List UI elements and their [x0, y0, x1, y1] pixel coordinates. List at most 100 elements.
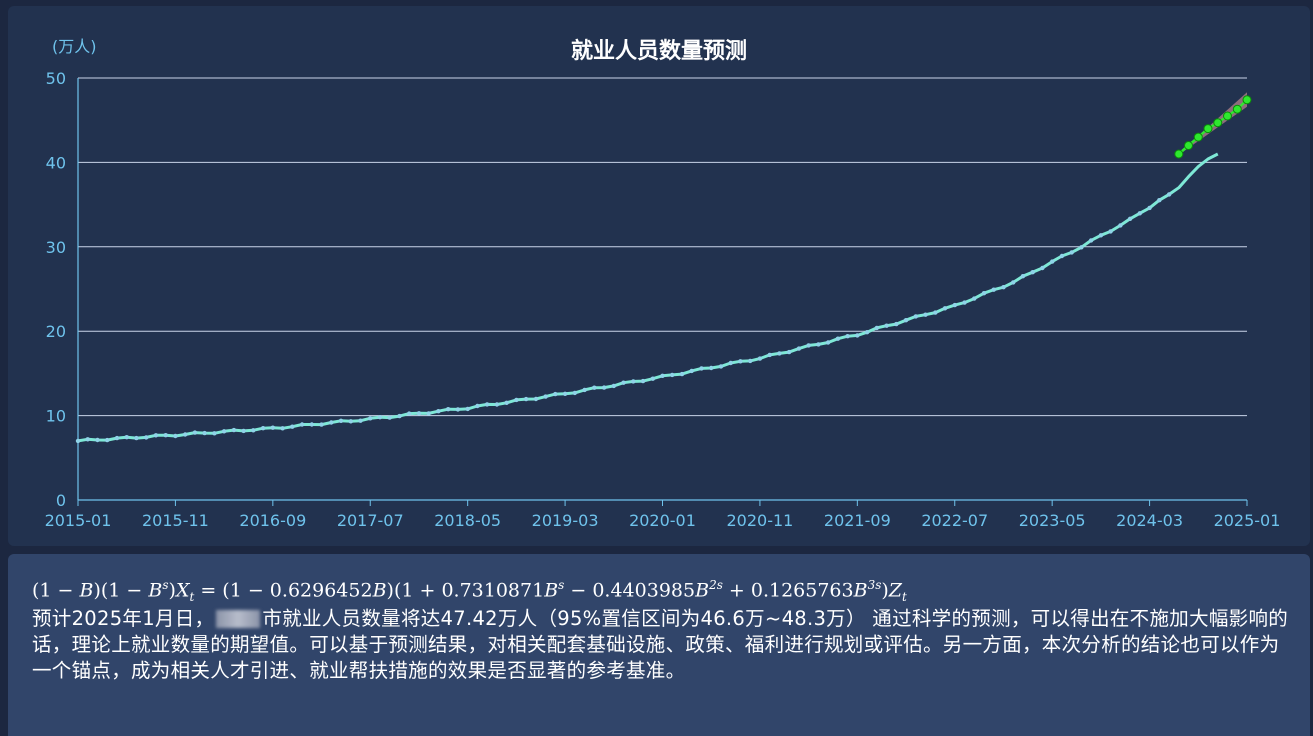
x-tick-label: 2016-09: [239, 511, 306, 530]
actual-point: [679, 371, 685, 377]
actual-point: [1088, 238, 1094, 243]
summary-panel: (1 − B)(1 − Bs)Xt = (1 − 0.6296452B)(1 +…: [8, 554, 1310, 736]
actual-point: [981, 291, 987, 296]
actual-point: [582, 387, 587, 393]
actual-point: [523, 396, 529, 402]
actual-point: [358, 418, 363, 423]
actual-point: [446, 407, 451, 412]
actual-point: [728, 360, 733, 366]
actual-point: [650, 376, 655, 381]
fitted-line: [77, 152, 1219, 443]
actual-point: [475, 403, 480, 409]
actual-point: [192, 430, 198, 435]
actual-point: [290, 424, 295, 429]
actual-point: [592, 385, 597, 390]
actual-point: [825, 340, 831, 345]
redacted-city: [216, 610, 261, 628]
x-tick-label: 2024-03: [1116, 511, 1183, 530]
actual-point: [95, 437, 100, 443]
actual-point: [913, 314, 918, 319]
actual-point: [972, 296, 977, 301]
actual-point: [514, 397, 519, 403]
actual-point: [260, 426, 266, 431]
forecast-point: [1174, 149, 1184, 159]
chart-title: 就业人员数量预测: [571, 38, 747, 64]
actual-point: [709, 365, 714, 371]
actual-point: [1137, 211, 1143, 216]
actual-point: [1108, 229, 1113, 234]
x-tick-label: 2017-07: [337, 511, 404, 530]
actual-point: [660, 373, 665, 378]
actual-point: [718, 364, 724, 369]
forecast-point: [1223, 111, 1232, 121]
actual-point: [796, 346, 802, 351]
actual-point: [105, 437, 110, 443]
x-tick-label: 2018-05: [434, 511, 501, 530]
actual-point: [543, 394, 548, 399]
actual-point: [689, 368, 694, 374]
actual-point: [1079, 245, 1084, 250]
actual-point: [426, 411, 431, 416]
actual-point: [562, 391, 568, 396]
x-tick-label: 2022-07: [921, 511, 988, 530]
actual-point: [338, 418, 344, 423]
actual-point: [767, 352, 772, 358]
actual-point: [251, 428, 256, 433]
y-axis-label: (万人): [52, 37, 97, 56]
actual-point: [640, 378, 646, 384]
actual-point: [504, 400, 509, 405]
y-tick-label: 30: [46, 238, 66, 257]
forecast-point: [1184, 141, 1193, 150]
y-tick-label: 50: [46, 69, 66, 88]
y-tick-label: 20: [46, 322, 66, 341]
actual-point: [436, 409, 441, 414]
line-chart: 就业人员数量预测 (万人) 0 10 20 30 40 50 2015-01 2015-11 201…: [45, 37, 1281, 530]
actual-point: [601, 385, 607, 390]
actual-point: [903, 318, 909, 323]
actual-point: [75, 438, 81, 444]
actual-point: [484, 402, 490, 407]
actual-point: [124, 435, 129, 440]
actual-point: [1011, 280, 1016, 285]
actual-point: [611, 383, 616, 389]
actual-point: [455, 407, 461, 412]
y-tick-label: 40: [46, 153, 66, 172]
actual-point: [221, 429, 227, 434]
actual-point: [329, 420, 334, 425]
forecast-point: [1213, 118, 1223, 128]
actual-point: [699, 366, 704, 371]
actual-point: [494, 402, 500, 407]
actual-point: [319, 422, 324, 427]
actual-point: [397, 413, 402, 419]
x-tick-label: 2019-03: [532, 511, 599, 530]
actual-point: [991, 287, 996, 292]
actual-point: [553, 391, 558, 397]
actual-point: [407, 411, 412, 416]
actual-point: [348, 419, 353, 424]
actual-point: [1020, 274, 1026, 279]
actual-point: [533, 396, 539, 402]
actual-point: [777, 351, 782, 356]
forecast-point: [1193, 132, 1203, 142]
x-tick-label: 2025-01: [1214, 511, 1281, 530]
x-tick-label: 2021-09: [824, 511, 891, 530]
y-tick-label: 0: [56, 491, 66, 510]
actual-point: [962, 300, 967, 305]
actual-point: [923, 312, 928, 317]
actual-point: [114, 435, 120, 441]
actual-point: [1166, 192, 1172, 197]
actual-point: [1001, 285, 1006, 290]
actual-point: [816, 342, 821, 347]
actual-point: [231, 427, 237, 433]
actual-point: [894, 321, 899, 327]
actual-point: [280, 426, 285, 431]
actual-point: [153, 433, 159, 438]
actual-point: [1147, 205, 1152, 211]
actual-point: [309, 422, 314, 427]
actual-point: [1040, 265, 1045, 271]
actual-point: [806, 343, 811, 348]
forecast-point: [1203, 124, 1213, 134]
x-tick-label: 2015-11: [142, 511, 209, 530]
forecast-description: 预计2025年1月日， 市就业人员数量将达47.42万人（95%置信区间为46.6…: [32, 607, 1289, 682]
actual-point: [1069, 250, 1074, 255]
